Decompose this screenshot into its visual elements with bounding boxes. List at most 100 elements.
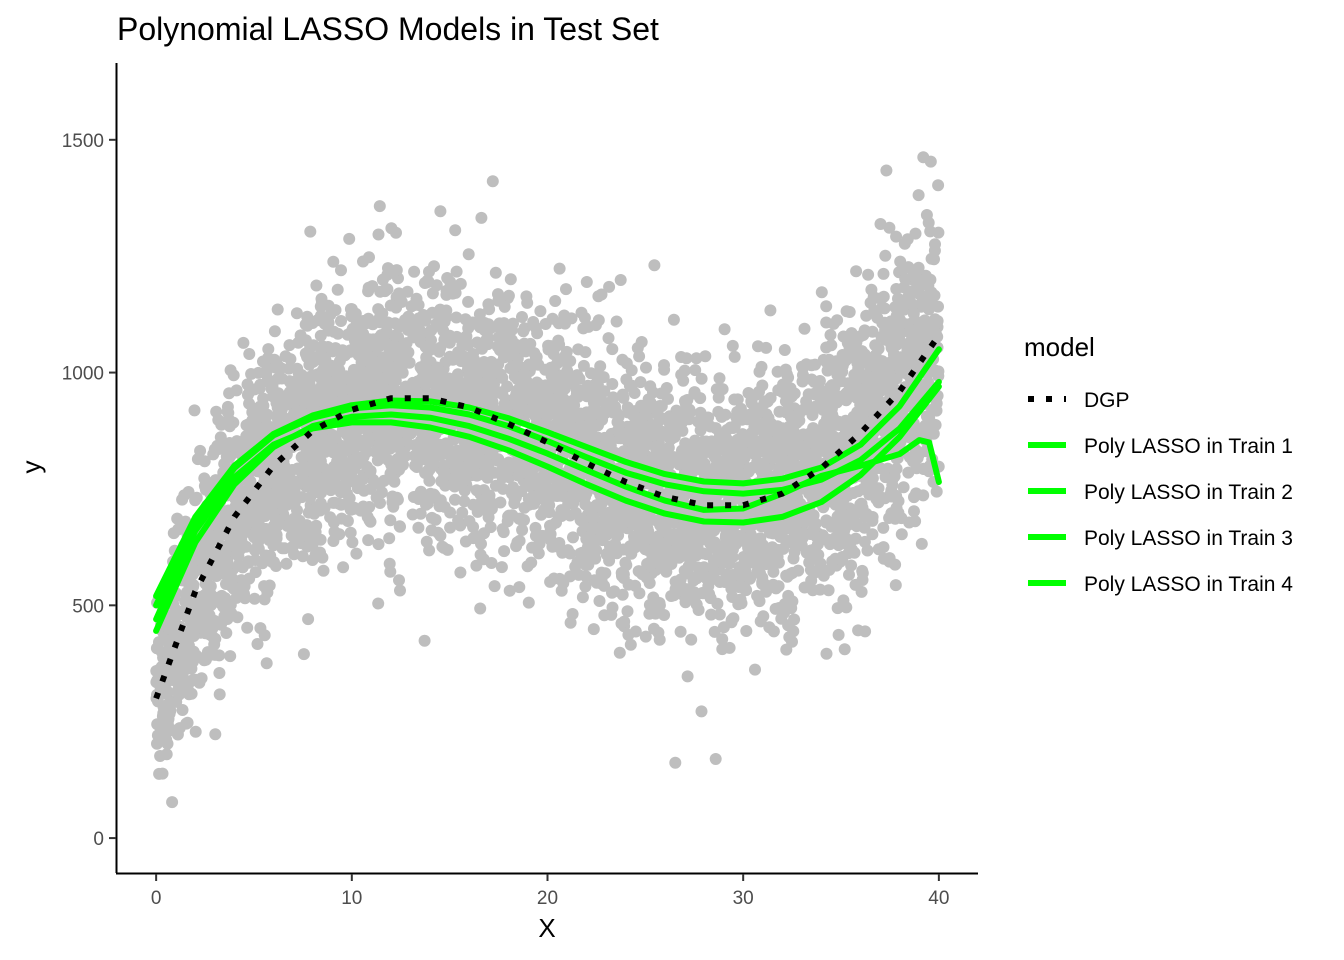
- scatter-point: [401, 285, 414, 298]
- scatter-point: [403, 356, 416, 369]
- scatter-point: [498, 545, 511, 558]
- scatter-point: [270, 357, 283, 370]
- scatter-point: [395, 445, 408, 458]
- scatter-point: [521, 560, 534, 573]
- scatter-point: [170, 664, 183, 677]
- scatter-point: [314, 329, 327, 342]
- scatter-point: [653, 633, 666, 646]
- scatter-point: [482, 298, 495, 311]
- scatter-point: [362, 534, 375, 547]
- scatter-point: [749, 405, 762, 418]
- scatter-point: [520, 290, 533, 303]
- scatter-point: [856, 410, 869, 423]
- scatter-point: [917, 151, 930, 164]
- scatter-point: [899, 272, 912, 285]
- scatter-point: [773, 423, 786, 436]
- scatter-point: [587, 623, 600, 636]
- scatter-point: [298, 450, 311, 462]
- scatter-point: [752, 340, 764, 353]
- scatter-point: [172, 523, 185, 536]
- scatter-point: [327, 325, 340, 338]
- scatter-point: [895, 512, 908, 525]
- scatter-point: [389, 329, 402, 342]
- scatter-point: [850, 391, 863, 404]
- scatter-point: [474, 453, 487, 466]
- scatter-point: [589, 552, 602, 565]
- scatter-point: [337, 561, 350, 574]
- scatter-point: [837, 594, 850, 607]
- scatter-point: [925, 252, 938, 265]
- scatter-point: [817, 533, 830, 545]
- scatter-point: [922, 279, 935, 292]
- scatter-point: [792, 414, 805, 427]
- scatter-point: [617, 391, 630, 404]
- scatter-point: [497, 526, 510, 539]
- scatter-point: [788, 387, 801, 400]
- scatter-point: [372, 228, 385, 241]
- scatter-point: [425, 511, 438, 524]
- scatter-point: [556, 391, 569, 404]
- scatter-point: [198, 455, 211, 468]
- scatter-point: [553, 537, 566, 549]
- scatter-point: [886, 479, 899, 492]
- scatter-point: [922, 216, 935, 229]
- scatter-point: [315, 486, 328, 499]
- scatter-point: [434, 529, 447, 542]
- scatter-point: [327, 516, 340, 529]
- scatter-point: [808, 551, 821, 563]
- scatter-point: [930, 485, 943, 498]
- scatter-point: [382, 262, 394, 275]
- scatter-point: [603, 554, 616, 567]
- scatter-point: [384, 514, 397, 527]
- scatter-point: [526, 472, 539, 485]
- scatter-point: [716, 633, 729, 646]
- scatter-point: [462, 458, 475, 471]
- scatter-point: [331, 283, 344, 296]
- scatter-point: [779, 363, 792, 376]
- scatter-point: [680, 352, 693, 365]
- scatter-point: [783, 420, 796, 433]
- scatter-point: [444, 376, 457, 389]
- scatter-point: [529, 395, 542, 408]
- scatter-point: [223, 578, 236, 591]
- scatter-point: [530, 409, 543, 422]
- scatter-point: [640, 516, 653, 529]
- scatter-point: [449, 224, 462, 237]
- scatter-point: [344, 526, 357, 539]
- scatter-point: [377, 375, 390, 387]
- scatter-point: [332, 445, 345, 458]
- scatter-point: [569, 506, 582, 519]
- scatter-point: [215, 418, 228, 431]
- scatter-point: [293, 524, 306, 537]
- scatter-point: [501, 466, 514, 479]
- scatter-point: [620, 505, 633, 518]
- scatter-point: [800, 514, 813, 527]
- scatter-point: [541, 398, 554, 411]
- scatter-point: [872, 543, 885, 556]
- scatter-point: [438, 459, 451, 472]
- scatter-point: [372, 538, 385, 551]
- scatter-point: [679, 437, 692, 450]
- scatter-point: [552, 334, 565, 347]
- scatter-point: [173, 688, 185, 701]
- scatter-point: [350, 431, 363, 444]
- scatter-point: [524, 495, 537, 508]
- scatter-point: [430, 279, 443, 292]
- scatter-point: [171, 512, 184, 525]
- scatter-point: [787, 625, 800, 638]
- scatter-point: [372, 597, 385, 610]
- scatter-point: [265, 455, 278, 468]
- scatter-point: [253, 429, 266, 442]
- scatter-point: [420, 378, 432, 391]
- scatter-point: [375, 447, 388, 460]
- scatter-point: [361, 423, 374, 436]
- scatter-point: [300, 438, 313, 451]
- scatter-point: [511, 407, 524, 419]
- scatter-point: [649, 607, 662, 620]
- scatter-point: [559, 317, 571, 330]
- scatter-point: [668, 430, 681, 443]
- scatter-point: [805, 574, 818, 587]
- scatter-point: [633, 587, 646, 600]
- scatter-point: [782, 498, 795, 511]
- scatter-point: [855, 585, 868, 598]
